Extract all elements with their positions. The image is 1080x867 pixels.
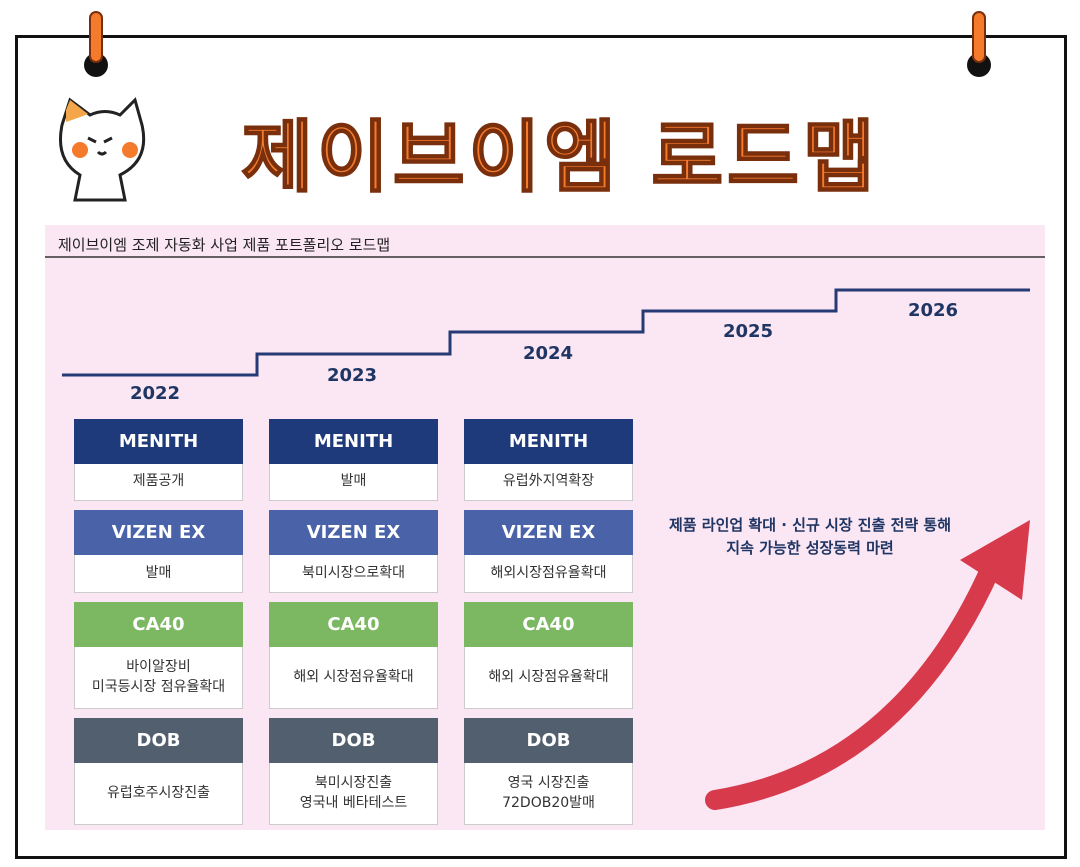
product-cell: 해외 시장점유율확대 — [269, 647, 438, 709]
product-cell: 유럽外지역확장 — [464, 464, 633, 501]
pins — [84, 11, 991, 77]
product-cell: 발매 — [269, 464, 438, 501]
product-header: DOB — [269, 718, 438, 763]
year-label: 2025 — [722, 321, 774, 342]
product-cell: 북미시장으로확대 — [269, 555, 438, 593]
product-cell: 유럽호주시장진출 — [74, 763, 243, 825]
product-cell: 제품공개 — [74, 464, 243, 501]
product-header: VIZEN EX — [74, 510, 243, 555]
product-header: DOB — [464, 718, 633, 763]
product-header: MENITH — [464, 419, 633, 464]
subtitle: 제이브이엠 조제 자동화 사업 제품 포트폴리오 로드맵 — [58, 236, 391, 254]
product-header: CA40 — [464, 602, 633, 647]
year-label: 2026 — [907, 300, 959, 321]
product-cell: 해외시장점유율확대 — [464, 555, 633, 593]
cat-icon — [59, 97, 146, 202]
year-label: 2024 — [522, 343, 574, 364]
annotation: 제품 라인업 확대 · 신규 시장 진출 전략 통해 지속 가능한 성장동력 마… — [668, 516, 952, 557]
product-cell: 해외 시장점유율확대 — [464, 647, 633, 709]
product-cell: 북미시장진출 영국내 베타테스트 — [269, 763, 438, 825]
product-header: MENITH — [269, 419, 438, 464]
growth-arrow — [705, 560, 1000, 810]
product-header: MENITH — [74, 419, 243, 464]
step-line — [62, 288, 1030, 377]
product-header: VIZEN EX — [464, 510, 633, 555]
product-cell: 영국 시장진출 72DOB20발매 — [464, 763, 633, 825]
product-cell: 발매 — [74, 555, 243, 593]
year-label: 2023 — [326, 365, 378, 386]
title: 제이브이엠 로드맵 — [240, 112, 879, 204]
product-header: CA40 — [269, 602, 438, 647]
year-label: 2022 — [129, 383, 181, 404]
arrow-head — [960, 520, 1030, 600]
product-header: VIZEN EX — [269, 510, 438, 555]
product-cell: 바이알장비 미국등시장 점유율확대 — [74, 647, 243, 709]
product-header: DOB — [74, 718, 243, 763]
product-header: CA40 — [74, 602, 243, 647]
